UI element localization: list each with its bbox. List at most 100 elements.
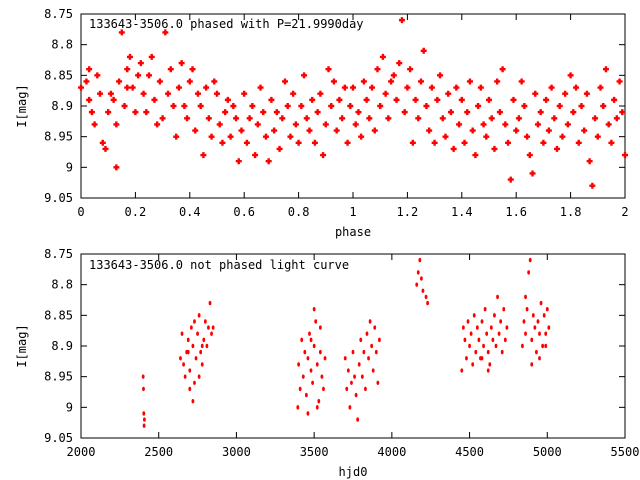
phased-data-point (99, 139, 106, 146)
phased-data-point (252, 152, 259, 159)
unphased-data-point (544, 331, 548, 336)
unphased-data-point (362, 349, 366, 355)
unphased-data-point (469, 331, 473, 336)
unphased-data-point (466, 319, 470, 324)
phased-data-point (135, 72, 142, 79)
phased-data-point (262, 133, 269, 140)
unphased-data-point (530, 362, 534, 367)
unphased-data-point (460, 368, 464, 373)
phased-data-point (184, 115, 191, 122)
phased-data-point (377, 103, 384, 110)
unphased-data-point (376, 380, 380, 385)
unphased-data-point (542, 313, 546, 318)
unphased-x-tick-label: 2500 (144, 445, 173, 459)
unphased-data-point (494, 343, 498, 349)
phased-data-point (360, 78, 367, 85)
phased-data-point (390, 72, 397, 79)
unphased-data-point (538, 356, 541, 361)
unphased-x-tick-label: 3500 (300, 445, 329, 459)
unphased-data-point (343, 356, 347, 361)
phased-data-point (480, 121, 487, 128)
phased-x-tick-label: 1.6 (505, 205, 527, 219)
phased-data-point (330, 78, 337, 85)
phased-data-point (314, 109, 321, 116)
phased-data-point (317, 90, 324, 97)
phased-data-point (466, 78, 473, 85)
unphased-data-point (368, 319, 372, 324)
phased-y-tick-label: 8.8 (51, 38, 73, 52)
phased-data-point (205, 115, 212, 122)
phased-data-point (328, 103, 335, 110)
unphased-data-point (311, 380, 314, 385)
phased-data-point (83, 78, 90, 85)
unphased-data-point (488, 362, 492, 367)
phased-data-point (151, 96, 158, 103)
phased-data-point (175, 84, 182, 91)
phased-data-point (401, 109, 408, 116)
phased-y-tick-label: 9.05 (44, 191, 73, 205)
phased-data-point (132, 109, 139, 116)
unphased-data-point (370, 343, 374, 349)
phased-data-point (423, 103, 430, 110)
phased-data-point (622, 152, 628, 159)
phased-data-point (578, 103, 585, 110)
phased-data-point (295, 139, 302, 146)
phased-data-point (407, 66, 414, 73)
unphased-data-point (317, 399, 321, 404)
phased-data-point (371, 127, 378, 134)
phased-data-point (233, 115, 240, 122)
unphased-data-point (496, 294, 499, 300)
phased-data-point (605, 121, 612, 128)
phased-data-point (532, 90, 539, 97)
phased-data-point (333, 127, 340, 134)
phased-data-point (325, 66, 332, 73)
unphased-data-point (463, 337, 467, 343)
phased-data-point (97, 90, 104, 97)
phased-data-point (91, 121, 98, 128)
unphased-data-point (480, 319, 484, 324)
phased-data-point (458, 96, 465, 103)
phased-data-point (442, 133, 449, 140)
phased-data-point (241, 90, 248, 97)
phased-data-point (475, 103, 482, 110)
phased-data-point (94, 72, 101, 79)
unphased-data-point (323, 356, 327, 361)
unphased-data-point (524, 294, 527, 300)
unphased-data-point (142, 386, 145, 392)
unphased-data-point (208, 300, 212, 306)
phased-data-point (118, 29, 125, 36)
phased-data-point (575, 139, 582, 146)
unphased-data-point (186, 349, 190, 355)
unphased-y-tick-label: 9.05 (44, 431, 73, 445)
phased-data-point (159, 115, 166, 122)
unphased-data-point (500, 349, 504, 355)
unphased-data-point (308, 331, 311, 336)
phased-data-point (282, 78, 288, 85)
phased-data-point (592, 115, 599, 122)
unphased-data-point (544, 343, 548, 349)
phased-data-point (379, 53, 386, 60)
phased-data-point (418, 78, 424, 85)
unphased-data-point (531, 313, 535, 318)
unphased-x-ticks: 2000 2500 3000 3500 4000 4500 5000 5500 (67, 254, 639, 459)
unphased-data-point (205, 343, 209, 349)
unphased-data-point (480, 356, 484, 361)
unphased-data-point (210, 331, 213, 336)
phased-data-point (502, 121, 509, 128)
phased-data-point (445, 90, 452, 97)
phased-x-tick-label: 1 (349, 205, 356, 219)
unphased-data-point (296, 405, 300, 410)
unphased-y-axis-title: I[mag] (15, 324, 29, 367)
unphased-data-point (483, 307, 487, 312)
unphased-data-point (525, 307, 529, 312)
phased-data-point (124, 84, 131, 91)
phased-data-point (505, 139, 512, 146)
phased-data-point (298, 103, 305, 110)
phased-x-tick-label: 0.2 (125, 205, 147, 219)
phased-data-point (385, 115, 392, 122)
phased-data-point (208, 133, 215, 140)
unphased-data-point (426, 300, 430, 306)
phased-data-point (540, 139, 547, 146)
phased-data-point (273, 109, 280, 116)
phased-data-point (388, 78, 395, 85)
